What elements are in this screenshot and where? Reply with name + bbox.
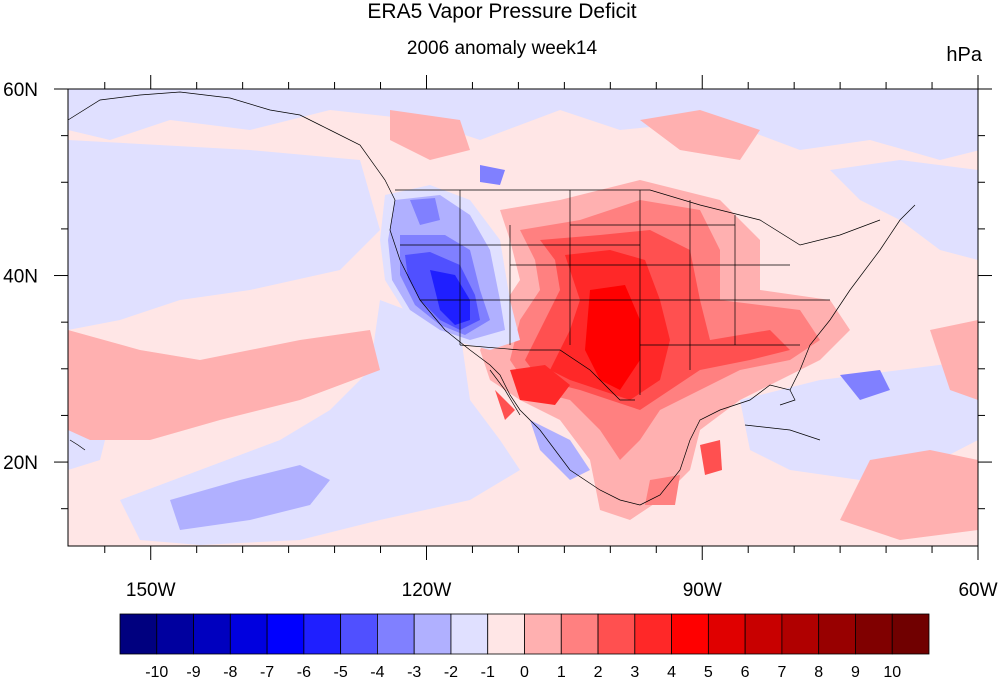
colorbar-label: 6 bbox=[741, 664, 750, 681]
colorbar-swatch bbox=[524, 613, 562, 655]
axis-ticks bbox=[54, 75, 992, 560]
colorbar-swatch bbox=[707, 613, 746, 655]
colorbar-swatch bbox=[855, 613, 893, 655]
colorbar-label: -4 bbox=[370, 664, 384, 681]
colorbar-swatch bbox=[597, 613, 636, 655]
colorbar-label: -6 bbox=[297, 664, 311, 681]
colorbar-label: -1 bbox=[481, 664, 495, 681]
colorbar-swatch bbox=[450, 613, 489, 655]
colorbar: -10 -9 -8 -7 -6 -5 -4 -3 -2 -1 0 1 2 3 4 5 6 7 8 9 10 bbox=[119, 613, 930, 681]
colorbar-label: -8 bbox=[223, 664, 237, 681]
lon-tick-label: 120W bbox=[402, 580, 452, 601]
latitude-labels: 60N 40N 20N bbox=[3, 80, 38, 474]
colorbar-label: -3 bbox=[407, 664, 421, 681]
colorbar-swatch bbox=[891, 613, 930, 655]
colorbar-swatch bbox=[781, 613, 820, 655]
colorbar-swatch bbox=[818, 613, 856, 655]
colorbar-swatch bbox=[303, 613, 342, 655]
colorbar-swatch bbox=[156, 613, 194, 655]
colorbar-swatch bbox=[671, 613, 709, 655]
colorbar-swatch bbox=[340, 613, 378, 655]
colorbar-label: 0 bbox=[520, 664, 529, 681]
colorbar-label: 2 bbox=[594, 664, 603, 681]
colorbar-swatch bbox=[413, 613, 452, 655]
colorbar-label: 4 bbox=[667, 664, 676, 681]
map-title: ERA5 Vapor Pressure Deficit bbox=[367, 0, 637, 23]
colorbar-label: -10 bbox=[145, 664, 168, 681]
units-label: hPa bbox=[946, 44, 982, 66]
anomaly-field bbox=[68, 89, 978, 546]
coastlines-and-borders bbox=[68, 91, 916, 506]
colorbar-swatch bbox=[229, 613, 268, 655]
map-frame bbox=[67, 88, 979, 547]
lat-tick-label: 20N bbox=[3, 453, 38, 474]
colorbar-swatch bbox=[193, 613, 231, 655]
colorbar-label: 8 bbox=[814, 664, 823, 681]
colorbar-swatch bbox=[377, 613, 415, 655]
colorbar-label: 10 bbox=[883, 664, 901, 681]
colorbar-swatch bbox=[487, 613, 525, 655]
lat-tick-label: 60N bbox=[3, 80, 38, 101]
negative-anomaly-region bbox=[170, 165, 890, 530]
colorbar-swatch bbox=[560, 613, 599, 655]
lon-tick-label: 90W bbox=[683, 580, 722, 601]
colorbar-label: -7 bbox=[260, 664, 274, 681]
colorbar-label: 1 bbox=[557, 664, 566, 681]
slightly-negative-areas bbox=[68, 89, 978, 545]
colorbar-label: -5 bbox=[334, 664, 348, 681]
colorbar-label: -2 bbox=[444, 664, 458, 681]
colorbar-label: 9 bbox=[851, 664, 860, 681]
colorbar-label: 5 bbox=[704, 664, 713, 681]
colorbar-swatch bbox=[266, 613, 305, 655]
lon-tick-label: 150W bbox=[126, 580, 176, 601]
colorbar-swatch bbox=[744, 613, 783, 655]
colorbar-label: 3 bbox=[630, 664, 639, 681]
lat-tick-label: 40N bbox=[3, 267, 38, 288]
colorbar-label: -9 bbox=[186, 664, 200, 681]
longitude-labels: 150W 120W 90W 60W bbox=[126, 580, 998, 601]
colorbar-label: 7 bbox=[777, 664, 786, 681]
positive-1-areas bbox=[68, 110, 978, 540]
colorbar-swatch bbox=[119, 613, 158, 655]
map-subtitle: 2006 anomaly week14 bbox=[406, 38, 598, 59]
colorbar-swatch bbox=[634, 613, 672, 655]
lon-tick-label: 60W bbox=[958, 580, 997, 601]
